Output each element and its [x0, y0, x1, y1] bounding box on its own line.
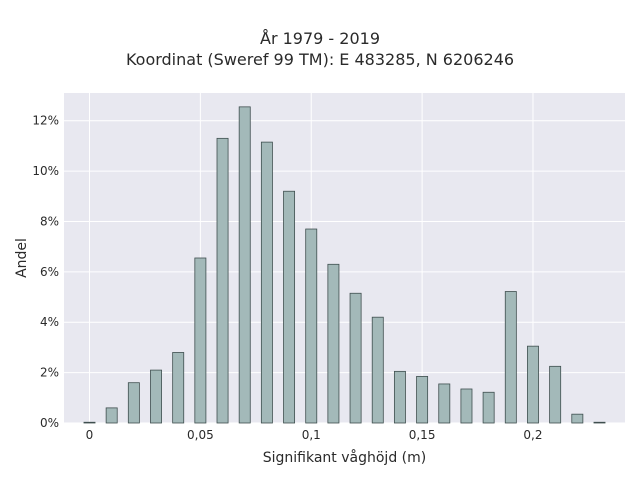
histogram-bar	[349, 292, 362, 424]
x-tick-label: 0,05	[187, 428, 214, 442]
histogram-bar	[216, 137, 229, 424]
bars	[83, 106, 606, 424]
histogram-bar	[593, 421, 606, 424]
y-tick-label: 4%	[40, 315, 59, 329]
x-axis-label: Signifikant våghöjd (m)	[263, 449, 426, 466]
histogram-bar	[327, 263, 340, 424]
histogram-bar	[371, 316, 384, 424]
chart-title-line-2: Koordinat (Sweref 99 TM): E 483285, N 62…	[125, 50, 515, 69]
x-tick-label: 0,1	[302, 428, 321, 442]
histogram-bar	[549, 365, 562, 424]
x-tick-label: 0,15	[409, 428, 436, 442]
plot-area	[64, 93, 625, 423]
histogram-bar	[83, 421, 96, 424]
histogram-bar	[238, 106, 251, 424]
y-tick-label: 12%	[32, 114, 59, 128]
histogram-bar	[150, 369, 162, 424]
chart-title-line-1: År 1979 - 2019	[260, 29, 380, 48]
y-axis-label: Andel	[14, 238, 30, 278]
histogram-bar	[571, 413, 584, 424]
x-axis-ticks: 0 0,05 0,1 0,15 0,2	[86, 428, 543, 442]
histogram-bar	[127, 382, 140, 424]
y-tick-label: 8%	[40, 214, 59, 228]
histogram-bar	[416, 375, 429, 424]
histogram-bar	[172, 352, 185, 424]
histogram-bar	[283, 190, 296, 424]
histogram-bar	[438, 383, 451, 424]
histogram-bar	[460, 388, 473, 424]
histogram-bar	[194, 257, 207, 424]
x-tick-label: 0	[86, 428, 94, 442]
histogram-bar	[527, 345, 539, 424]
y-tick-label: 0%	[40, 416, 59, 430]
histogram-bar	[305, 228, 318, 424]
x-tick-label: 0,2	[523, 428, 542, 442]
histogram-bar	[504, 291, 517, 424]
histogram-bar	[105, 407, 118, 424]
y-axis-ticks: 0% 2% 4% 6% 8% 10% 12%	[32, 114, 59, 430]
histogram-bar	[482, 391, 495, 424]
histogram-bar	[260, 141, 273, 424]
y-tick-label: 10%	[32, 164, 59, 178]
histogram-bar	[393, 370, 406, 424]
y-tick-label: 6%	[40, 265, 59, 279]
y-tick-label: 2%	[40, 366, 59, 380]
